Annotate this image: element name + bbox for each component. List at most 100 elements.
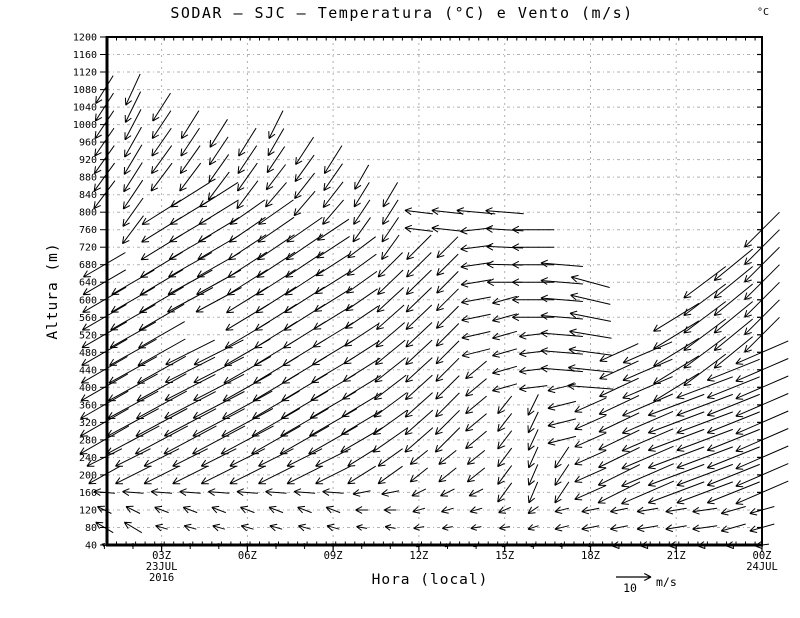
wind-arrow: [465, 395, 487, 415]
wind-arrow: [237, 145, 258, 175]
wind-arrow: [229, 465, 266, 485]
wind-arrow: [435, 305, 459, 329]
wind-arrow: [211, 505, 226, 514]
wind-arrow: [706, 358, 760, 382]
wind-arrow: [347, 465, 376, 485]
wind-arrow: [720, 506, 746, 516]
wind-arrow: [315, 465, 351, 485]
y-tick-label: 440: [79, 365, 97, 376]
wind-arrow: [229, 448, 266, 467]
wind-arrow: [280, 390, 329, 420]
wind-arrow: [581, 506, 600, 515]
wind-arrow: [267, 128, 285, 157]
wind-arrow: [279, 425, 330, 455]
wind-arrow: [226, 286, 269, 314]
wind-arrow: [172, 448, 208, 467]
wind-arrow: [456, 207, 496, 215]
wind-arrow: [527, 411, 539, 434]
wind-arrow: [574, 467, 607, 483]
y-tick-label: 400: [79, 383, 97, 394]
wind-arrow: [268, 505, 284, 514]
wind-arrow: [257, 216, 295, 243]
wind-arrow: [460, 279, 492, 288]
wind-arrow: [172, 465, 208, 485]
wind-arrow: [598, 446, 640, 469]
wind-arrow: [122, 488, 144, 497]
y-tick-label: 560: [79, 313, 97, 324]
wind-arrow: [405, 287, 432, 313]
reference-arrow-unit: m/s: [656, 575, 677, 589]
wind-arrow: [412, 506, 426, 514]
wind-arrow: [574, 484, 607, 501]
y-tick-label: 640: [79, 278, 97, 289]
wind-arrow: [155, 523, 168, 532]
wind-arrow: [683, 318, 727, 351]
x-tick-label: 09Z: [324, 550, 343, 562]
wind-arrow: [653, 320, 700, 350]
wind-arrow: [435, 340, 460, 365]
wind-arrow: [256, 251, 296, 278]
wind-arrow: [622, 393, 673, 417]
wind-arrow: [498, 506, 511, 514]
wind-arrow: [676, 481, 733, 505]
wind-arrow: [512, 313, 555, 322]
wind-arrow: [139, 286, 184, 314]
wind-arrow: [381, 234, 400, 260]
wind-arrow: [373, 374, 407, 401]
wind-arrow: [435, 375, 460, 400]
wind-arrow: [294, 154, 315, 183]
wind-arrow: [405, 322, 433, 348]
wind-arrow: [200, 465, 237, 485]
wind-arrow: [344, 323, 380, 347]
wind-arrow: [438, 450, 457, 465]
y-tick-label: 320: [79, 418, 97, 429]
wind-arrow: [486, 242, 524, 251]
wind-arrow: [377, 465, 403, 485]
wind-arrow: [676, 428, 733, 452]
wind-arrow: [107, 390, 159, 419]
wind-arrow: [460, 296, 491, 306]
y-tick-label: 1160: [73, 50, 97, 61]
wind-arrow: [384, 524, 396, 531]
wind-arrow: [356, 524, 368, 531]
wind-arrow: [355, 506, 368, 514]
wind-arrow: [325, 505, 341, 514]
y-tick-label: 40: [85, 541, 97, 552]
wind-arrow: [236, 180, 259, 210]
wind-arrow: [323, 145, 343, 175]
wind-arrow: [195, 287, 242, 313]
wind-arrow: [168, 234, 212, 260]
wind-arrow: [706, 428, 760, 452]
wind-arrow: [540, 364, 583, 373]
wind-arrow: [252, 390, 300, 420]
wind-arrow: [115, 465, 151, 485]
wind-arrow: [354, 164, 370, 190]
wind-arrow: [436, 271, 459, 294]
wind-arrow: [431, 207, 464, 216]
wind-arrow: [665, 506, 687, 515]
wind-arrow: [492, 330, 518, 341]
wind-arrow: [340, 427, 383, 453]
wind-arrow: [227, 251, 268, 278]
wind-arrow: [286, 216, 323, 243]
wind-arrow: [720, 523, 746, 533]
wind-arrow: [258, 465, 294, 485]
wind-arrow: [499, 524, 510, 531]
wind-arrow: [198, 199, 239, 225]
wind-arrow: [124, 126, 142, 158]
y-tick-label: 920: [79, 155, 97, 166]
wind-arrow: [266, 146, 286, 174]
wind-arrow: [200, 448, 237, 467]
wind-arrow: [124, 73, 141, 106]
y-axis-title: Altura (m): [45, 242, 61, 339]
wind-arrow: [512, 225, 555, 234]
wind-arrow: [598, 395, 640, 416]
wind-arrow: [676, 393, 733, 417]
wind-arrow: [574, 414, 607, 431]
start-date-line1: 23JUL: [146, 561, 178, 573]
wind-arrow: [547, 400, 577, 411]
wind-arrow: [110, 286, 156, 313]
wind-arrow: [254, 303, 297, 331]
wind-arrow: [298, 523, 311, 532]
wind-arrow: [527, 394, 539, 416]
